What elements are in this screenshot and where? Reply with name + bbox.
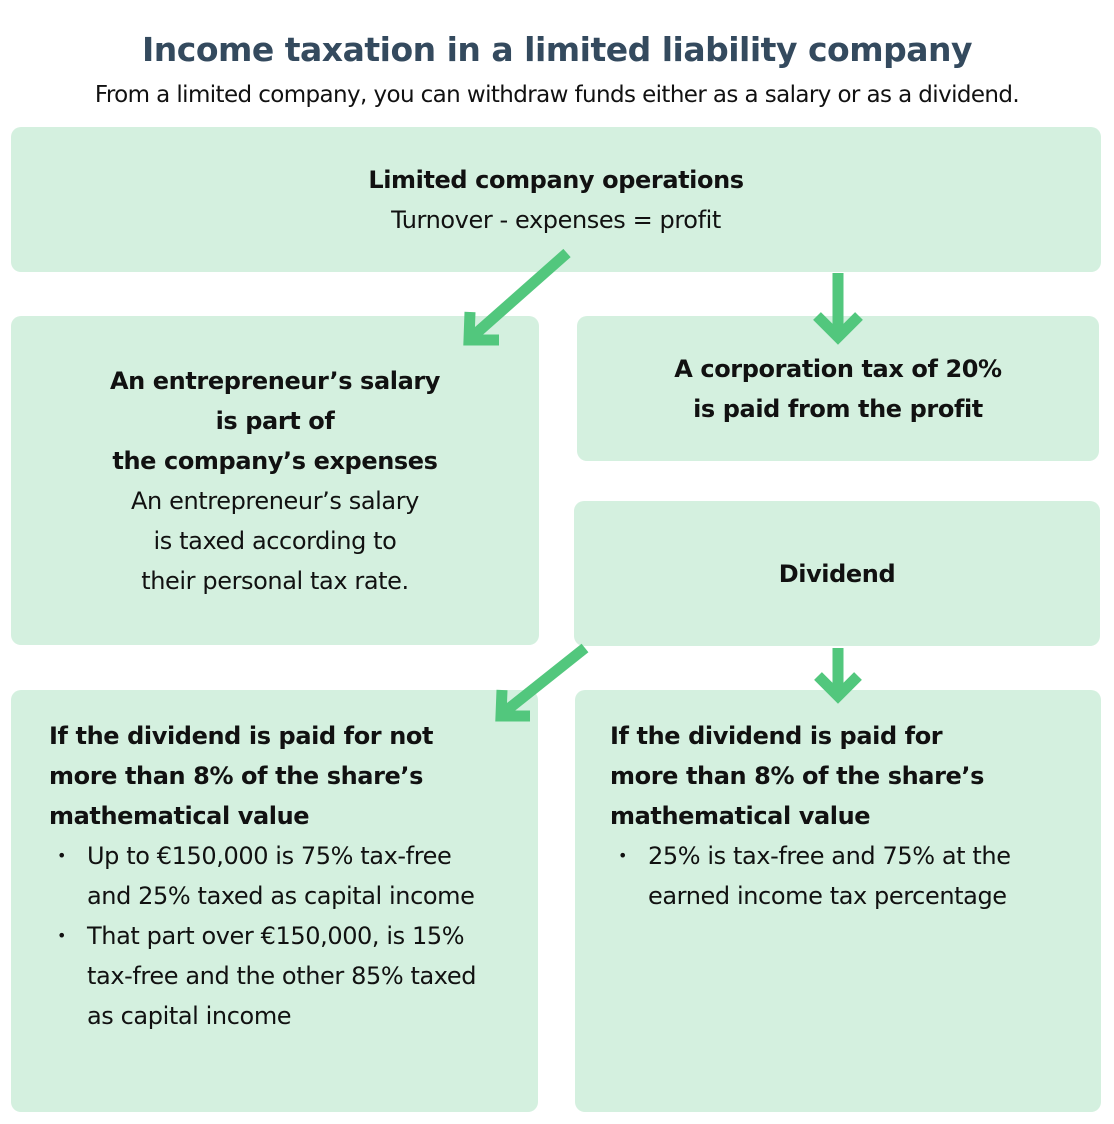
dividend-high-heading-1: If the dividend is paid for [610, 722, 943, 750]
dividend-low-heading-2: more than 8% of the share’s [49, 762, 424, 790]
dividend-low-heading-3: mathematical value [49, 802, 310, 830]
dividend-low-list: Up to €150,000 is 75% tax-free and 25% t… [49, 836, 487, 1036]
dividend-heading: Dividend [778, 559, 896, 588]
salary-heading-1: An entrepreneur’s salary [109, 366, 441, 395]
salary-text-2: is taxed according to [153, 526, 397, 555]
dividend-low-box: If the dividend is paid for not more tha… [11, 690, 538, 1112]
list-item: Up to €150,000 is 75% tax-free and 25% t… [57, 836, 487, 916]
salary-heading-3: the company’s expenses [112, 446, 438, 475]
salary-text-1: An entrepreneur’s salary [131, 486, 419, 515]
list-item: That part over €150,000, is 15% tax-free… [57, 916, 487, 1036]
salary-box: An entrepreneur’s salary is part of the … [11, 316, 539, 645]
arrow-to-dividend-high-icon [814, 648, 862, 704]
salary-heading-2: is part of [215, 406, 335, 435]
corporation-tax-heading-1: A corporation tax of 20% [674, 354, 1002, 383]
operations-heading: Limited company operations [368, 165, 744, 194]
diagram-title: Income taxation in a limited liability c… [142, 30, 972, 69]
operations-text: Turnover - expenses = profit [391, 205, 721, 234]
arrow-to-corporation-tax-icon [813, 273, 863, 345]
diagram-subtitle: From a limited company, you can withdraw… [94, 82, 1020, 108]
dividend-low-heading-1: If the dividend is paid for not [49, 722, 434, 750]
dividend-high-heading-2: more than 8% of the share’s [610, 762, 985, 790]
arrow-to-dividend-low-icon [495, 643, 589, 722]
dividend-box: Dividend [574, 501, 1100, 646]
dividend-high-heading-3: mathematical value [610, 802, 871, 830]
list-item: 25% is tax-free and 75% at the earned in… [618, 836, 1018, 916]
salary-text-3: their personal tax rate. [141, 566, 409, 595]
dividend-high-list: 25% is tax-free and 75% at the earned in… [610, 836, 1018, 916]
corporation-tax-heading-2: is paid from the profit [693, 394, 983, 423]
arrow-to-salary-icon [463, 248, 571, 346]
operations-box: Limited company operations Turnover - ex… [11, 127, 1101, 272]
dividend-high-box: If the dividend is paid for more than 8%… [575, 690, 1101, 1112]
